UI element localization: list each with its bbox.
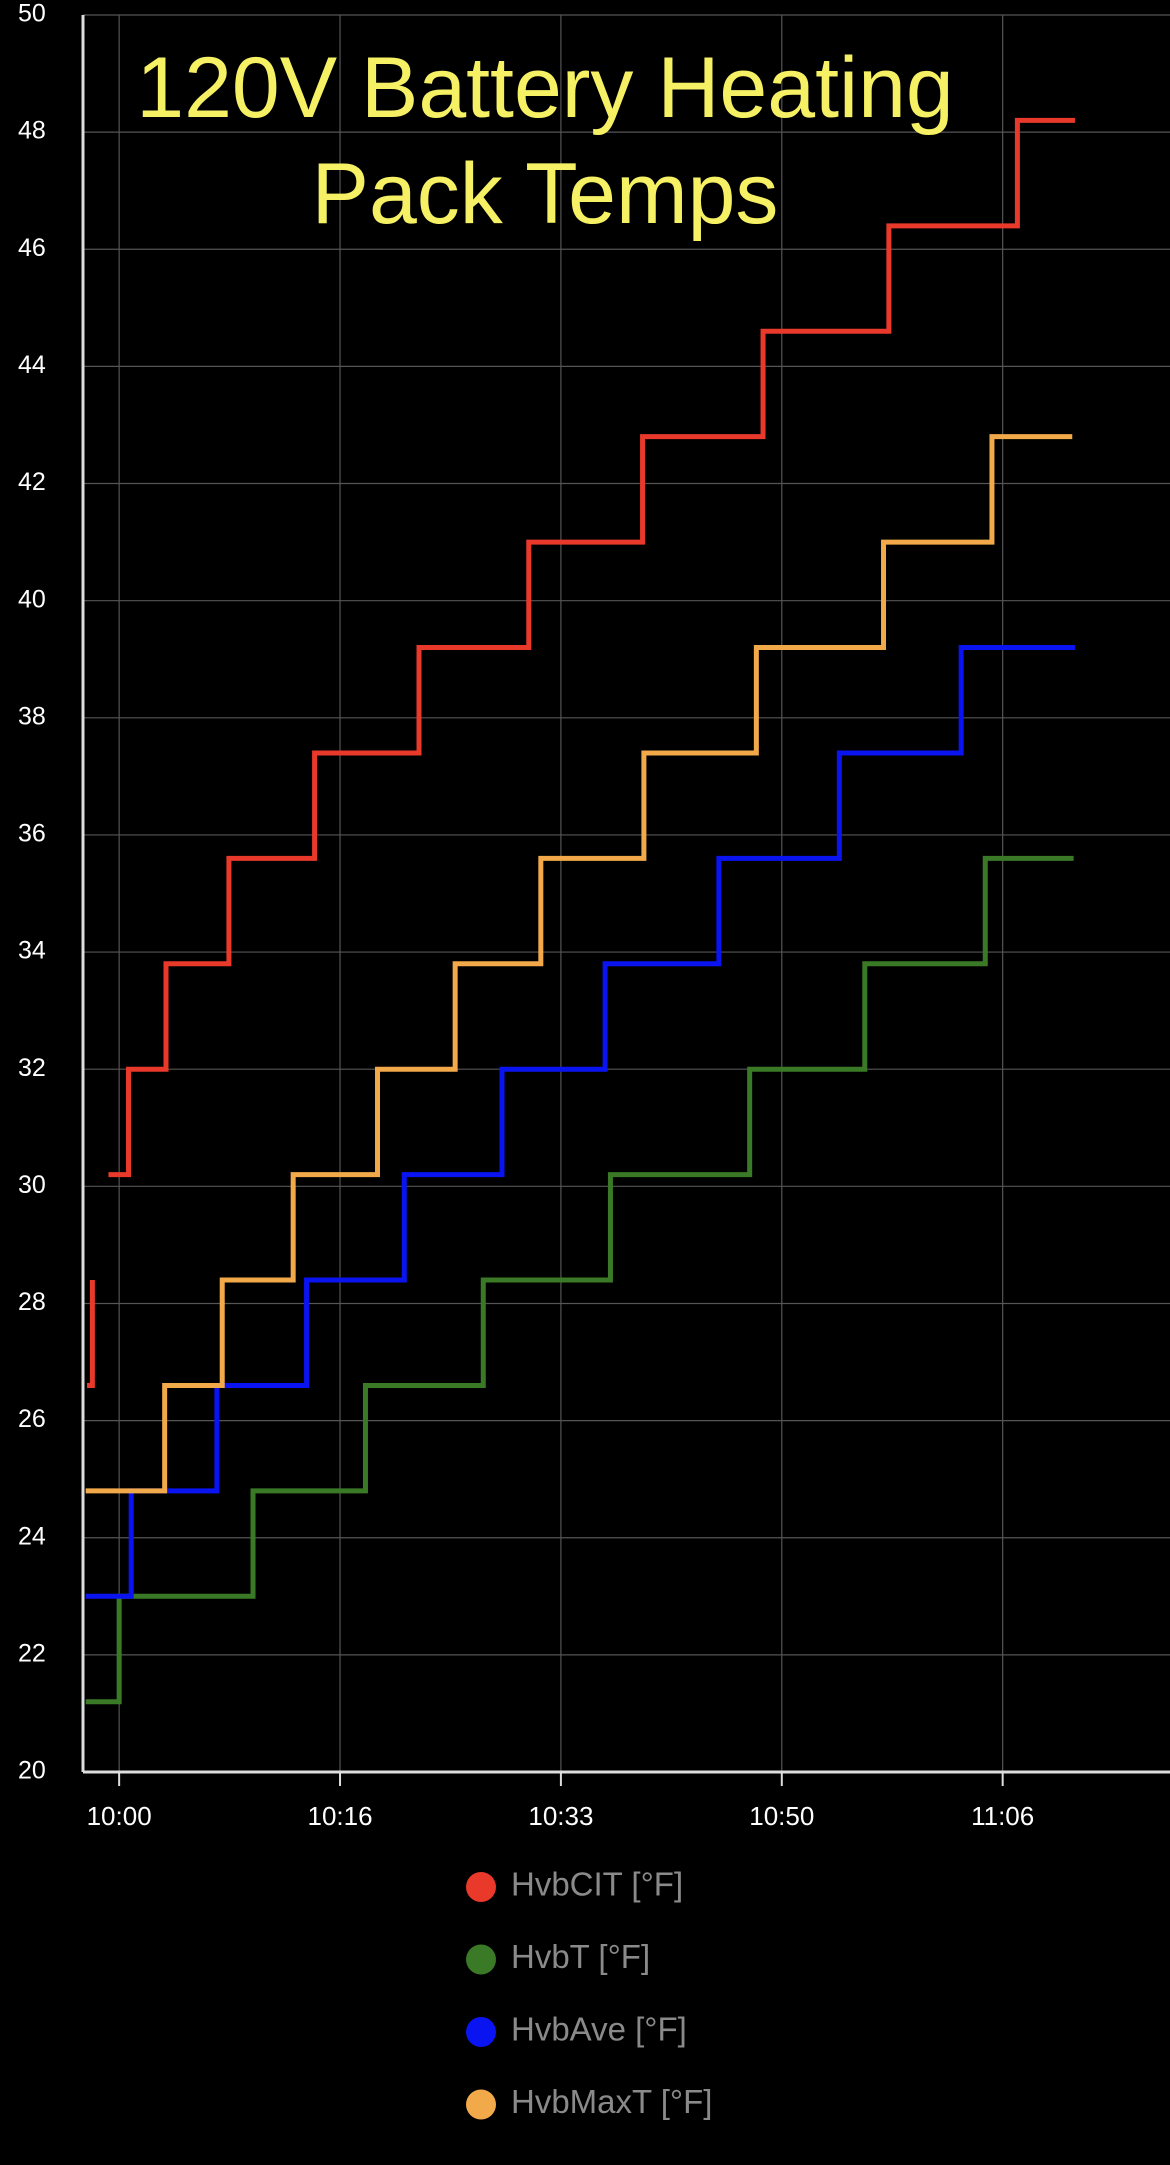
x-tick-label: 10:16 — [307, 1801, 372, 1831]
legend-marker — [466, 1944, 496, 1975]
y-tick-label: 50 — [18, 0, 46, 28]
y-tick-label: 26 — [18, 1405, 46, 1433]
series-line — [87, 117, 1075, 1388]
legend-marker — [466, 1872, 496, 1902]
legend-marker — [466, 2017, 496, 2047]
y-tick-label: 34 — [18, 937, 46, 965]
y-tick-label: 40 — [18, 585, 46, 613]
y-tick-label: 20 — [18, 1757, 46, 1785]
legend-label: HvbCIT [°F] — [511, 1866, 683, 1903]
y-tick-label: 36 — [18, 820, 46, 848]
legend-label: HvbT [°F] — [511, 1938, 650, 1975]
y-tick-label: 30 — [18, 1171, 46, 1199]
x-tick-label: 11:06 — [971, 1801, 1034, 1831]
y-tick-label: 46 — [18, 234, 46, 262]
legend-label: HvbMaxT [°F] — [511, 2083, 712, 2120]
series-line — [85, 645, 1075, 1599]
x-tick-label: 10:33 — [528, 1801, 593, 1831]
y-tick-label: 28 — [18, 1288, 46, 1316]
y-tick-label: 48 — [18, 117, 46, 145]
y-tick-label: 24 — [18, 1522, 46, 1550]
legend-marker — [466, 2089, 496, 2120]
y-tick-label: 44 — [18, 351, 46, 379]
series-line — [85, 434, 1073, 1494]
y-tick-label: 42 — [18, 468, 46, 496]
chart-title: 120V Battery Heating Pack Temps — [136, 40, 954, 242]
x-tick-label: 10:00 — [87, 1801, 152, 1831]
y-tick-label: 38 — [18, 702, 46, 730]
x-tick-label: 10:50 — [749, 1801, 814, 1831]
y-tick-label: 32 — [18, 1054, 46, 1082]
legend-label: HvbAve [°F] — [511, 2011, 687, 2048]
series-line — [85, 855, 1074, 1705]
y-tick-label: 22 — [18, 1639, 46, 1667]
